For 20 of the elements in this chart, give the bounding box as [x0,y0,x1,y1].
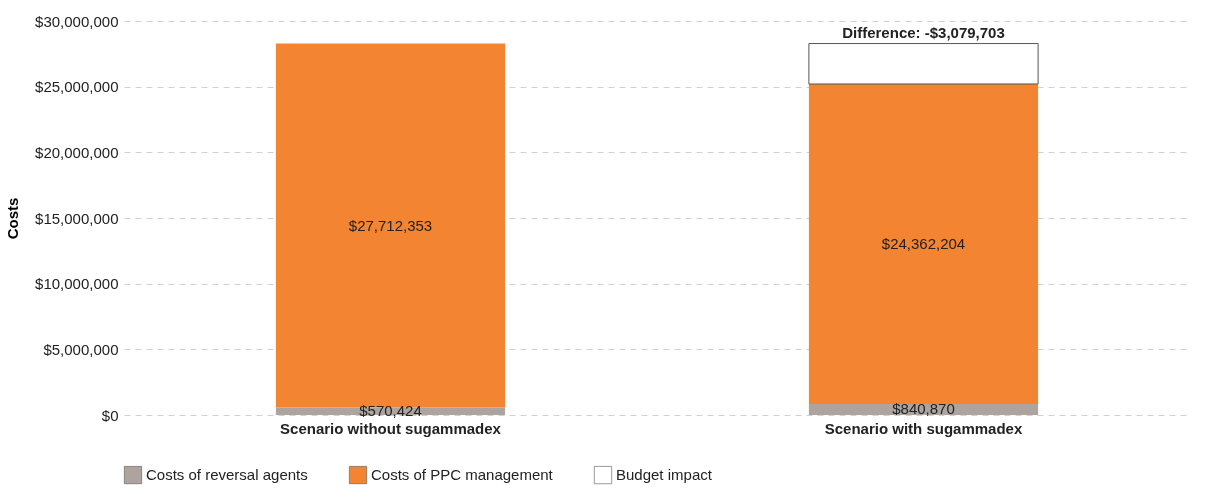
y-axis-title: Costs [4,197,22,240]
y-tick-label: $25,000,000 [35,78,119,96]
bar [808,84,1039,404]
x-tick-label: Scenario without sugammadex [280,419,502,437]
data-label: $27,712,353 [348,216,433,234]
legend-label: Costs of reversal agents [146,466,308,484]
legend-label: Costs of PPC management [371,466,554,484]
legend-label: Budget impact [616,466,713,484]
annotation: Difference: -$3,079,703 [842,23,1005,41]
y-tick-label: $20,000,000 [35,143,119,161]
y-tick-label: $5,000,000 [43,340,119,358]
bar [808,43,1039,85]
y-tick-label: $0 [101,406,119,424]
data-label: $840,870 [892,400,955,418]
y-tick-label: $10,000,000 [35,275,119,293]
data-label: $24,362,204 [881,234,966,252]
y-tick-label: $30,000,000 [35,12,119,30]
data-label: $570,424 [359,402,422,420]
x-tick-label: Scenario with sugammadex [824,419,1023,437]
y-tick-label: $15,000,000 [35,209,119,227]
